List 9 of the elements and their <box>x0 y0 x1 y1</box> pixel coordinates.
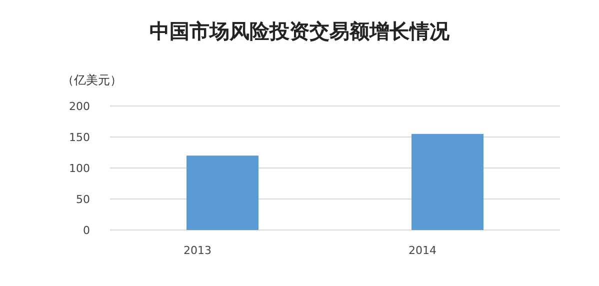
y-tick-label: 100 <box>69 162 90 175</box>
chart-title: 中国市场风险投资交易额增长情况 <box>150 19 450 43</box>
y-tick-label: 200 <box>69 100 90 113</box>
x-tick-label: 2013 <box>184 244 212 257</box>
y-tick-label: 150 <box>69 131 90 144</box>
y-axis-title: （亿美元） <box>62 73 122 87</box>
y-tick-label: 0 <box>83 224 90 237</box>
x-tick-label: 2014 <box>408 244 436 257</box>
y-tick-label: 50 <box>76 193 90 206</box>
